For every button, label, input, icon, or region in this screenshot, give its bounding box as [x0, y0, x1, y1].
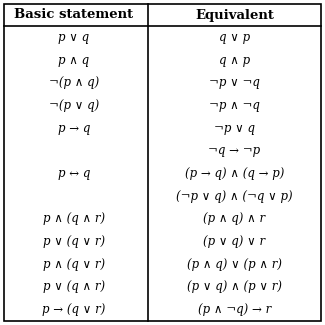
- Text: p ↔ q: p ↔ q: [58, 167, 90, 180]
- Text: ¬q → ¬p: ¬q → ¬p: [208, 144, 261, 157]
- Text: (¬p ∨ q) ∧ (¬q ∨ p): (¬p ∨ q) ∧ (¬q ∨ p): [176, 190, 293, 203]
- Text: (p ∨ q) ∨ r: (p ∨ q) ∨ r: [203, 235, 266, 248]
- Text: p ∨ (q ∧ r): p ∨ (q ∧ r): [43, 280, 105, 293]
- Text: p ∧ (q ∨ r): p ∧ (q ∨ r): [43, 258, 105, 271]
- Text: p ∧ q: p ∧ q: [58, 54, 89, 67]
- Text: ¬p ∧ ¬q: ¬p ∧ ¬q: [209, 99, 260, 112]
- Text: ¬p ∨ q: ¬p ∨ q: [214, 122, 255, 135]
- Text: (p ∧ q) ∨ (p ∧ r): (p ∧ q) ∨ (p ∧ r): [187, 258, 282, 271]
- Text: (p ∧ ¬q) → r: (p ∧ ¬q) → r: [198, 303, 271, 316]
- Text: (p ∧ q) ∧ r: (p ∧ q) ∧ r: [203, 212, 266, 225]
- Text: Equivalent: Equivalent: [195, 8, 274, 21]
- Text: p → q: p → q: [58, 122, 90, 135]
- Text: (p → q) ∧ (q → p): (p → q) ∧ (q → p): [185, 167, 284, 180]
- Text: ¬(p ∧ q): ¬(p ∧ q): [49, 76, 99, 89]
- Text: Basic statement: Basic statement: [14, 8, 134, 21]
- Text: p → (q ∨ r): p → (q ∨ r): [42, 303, 106, 316]
- Text: (p ∨ q) ∧ (p ∨ r): (p ∨ q) ∧ (p ∨ r): [187, 280, 282, 293]
- Text: ¬(p ∨ q): ¬(p ∨ q): [49, 99, 99, 112]
- Text: p ∧ (q ∧ r): p ∧ (q ∧ r): [43, 212, 105, 225]
- Text: q ∨ p: q ∨ p: [219, 31, 250, 44]
- Text: p ∨ (q ∨ r): p ∨ (q ∨ r): [43, 235, 105, 248]
- Text: p ∨ q: p ∨ q: [58, 31, 89, 44]
- Text: q ∧ p: q ∧ p: [219, 54, 250, 67]
- Text: ¬p ∨ ¬q: ¬p ∨ ¬q: [209, 76, 260, 89]
